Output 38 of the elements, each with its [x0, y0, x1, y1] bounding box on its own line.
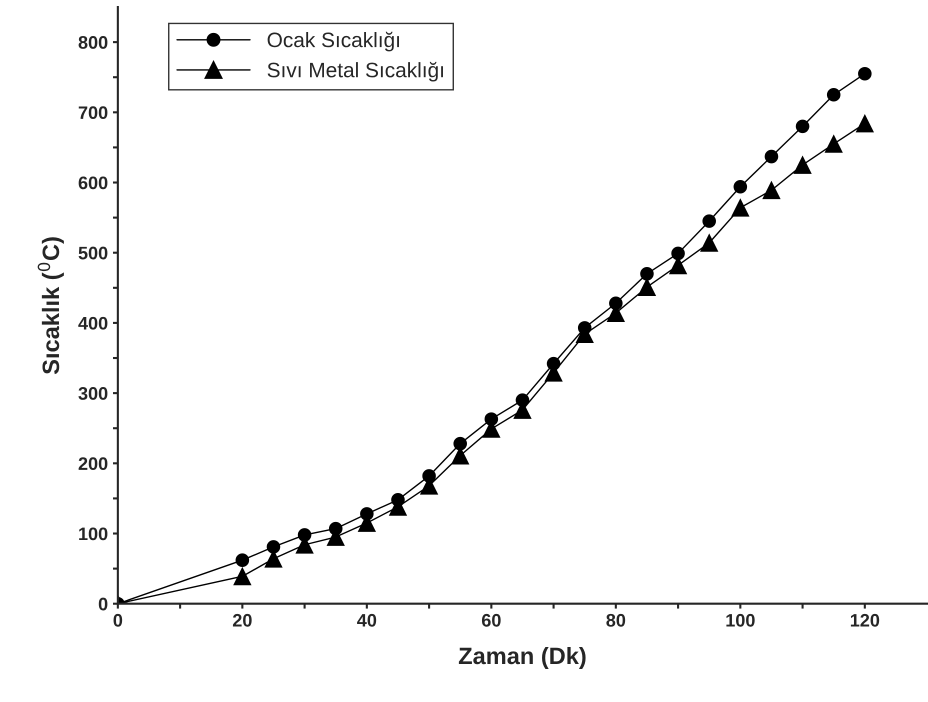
x-tick-label: 80: [606, 614, 626, 627]
x-tick-label: 120: [850, 614, 880, 627]
point: [826, 88, 840, 102]
x-tick-label: 0: [114, 614, 122, 627]
x-tick-label: 100: [726, 614, 755, 627]
y-tick-label: 300: [78, 387, 108, 400]
y-tick-label: 400: [78, 316, 108, 330]
legend-label: Ocak Sıcaklığı: [268, 32, 399, 52]
point: [764, 150, 778, 164]
point: [671, 246, 685, 260]
point: [234, 567, 252, 586]
point: [824, 135, 843, 153]
x-tick-label: 60: [482, 614, 501, 627]
x-tick-label: 20: [232, 614, 252, 627]
point: [796, 120, 810, 134]
legend-label: Sıvı Metal Sıcaklığı: [268, 62, 443, 82]
y-tick-label: 200: [78, 457, 108, 470]
point: [640, 267, 654, 281]
y-tick-label: 800: [78, 36, 108, 49]
point: [856, 114, 874, 132]
point: [794, 156, 812, 174]
x-tick-label: 40: [357, 614, 376, 627]
point: [858, 66, 872, 80]
y-tick-label: 500: [78, 246, 108, 260]
x-axis-title: Zaman (Dk): [458, 646, 586, 669]
y-tick-label: 600: [78, 176, 108, 190]
point: [762, 181, 780, 200]
point: [236, 553, 250, 567]
y-tick-label: 0: [98, 598, 108, 610]
point: [266, 540, 280, 554]
point: [453, 436, 467, 450]
y-tick-label: 100: [79, 527, 108, 540]
point: [700, 234, 718, 252]
point: [734, 180, 748, 194]
y-axis-title: Sıcaklık ($^{0}$C): [38, 237, 64, 374]
point: [731, 198, 750, 217]
point: [702, 214, 716, 228]
y-tick-label: 700: [78, 106, 108, 120]
